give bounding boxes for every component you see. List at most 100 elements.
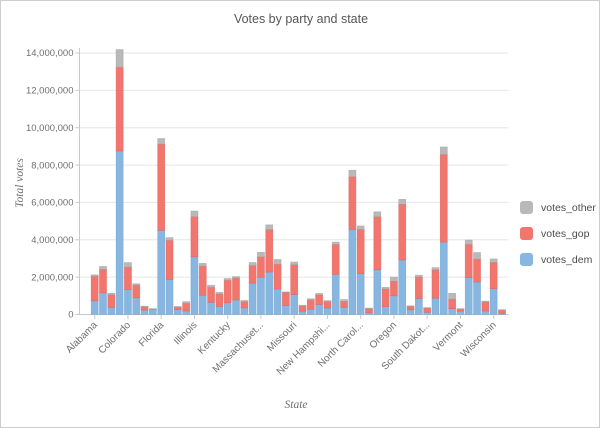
bar-segment-votes_gop[interactable] xyxy=(265,229,274,273)
bar-segment-votes_gop[interactable] xyxy=(140,306,149,311)
bar-segment-votes_gop[interactable] xyxy=(198,265,207,296)
bar-segment-votes_dem[interactable] xyxy=(406,309,415,315)
bar-segment-votes_gop[interactable] xyxy=(90,275,99,302)
bar-segment-votes_gop[interactable] xyxy=(365,308,373,314)
bar-segment-votes_dem[interactable] xyxy=(207,301,215,315)
bar-segment-votes_dem[interactable] xyxy=(415,298,423,315)
bar-segment-votes_gop[interactable] xyxy=(498,309,506,314)
bar-segment-votes_other[interactable] xyxy=(331,241,340,245)
bar-segment-votes_dem[interactable] xyxy=(240,307,249,315)
bar-segment-votes_other[interactable] xyxy=(373,211,382,218)
bar-segment-votes_gop[interactable] xyxy=(473,258,481,283)
bar-segment-votes_dem[interactable] xyxy=(173,309,182,315)
bar-segment-votes_other[interactable] xyxy=(190,210,199,218)
bar-segment-votes_other[interactable] xyxy=(381,287,390,290)
bar-segment-votes_other[interactable] xyxy=(348,169,357,178)
bar-segment-votes_gop[interactable] xyxy=(331,244,340,275)
bar-segment-votes_gop[interactable] xyxy=(390,280,398,297)
bar-segment-votes_gop[interactable] xyxy=(232,277,240,301)
bar-segment-votes_dem[interactable] xyxy=(115,150,124,315)
bar-segment-votes_dem[interactable] xyxy=(157,230,166,315)
bar-segment-votes_other[interactable] xyxy=(439,146,448,155)
bar-segment-votes_other[interactable] xyxy=(173,306,182,308)
bar-segment-votes_gop[interactable] xyxy=(323,301,332,309)
bar-segment-votes_gop[interactable] xyxy=(439,154,448,243)
bar-segment-votes_dem[interactable] xyxy=(232,299,240,315)
bar-segment-votes_dem[interactable] xyxy=(149,308,157,315)
bar-segment-votes_dem[interactable] xyxy=(107,307,116,315)
bar-segment-votes_other[interactable] xyxy=(340,299,348,302)
bar-segment-votes_gop[interactable] xyxy=(115,66,124,152)
bar-segment-votes_gop[interactable] xyxy=(165,240,174,280)
bar-segment-votes_other[interactable] xyxy=(240,300,249,302)
bar-segment-votes_other[interactable] xyxy=(265,224,274,230)
bar-segment-votes_other[interactable] xyxy=(232,276,240,279)
bar-segment-votes_gop[interactable] xyxy=(298,305,307,312)
bar-segment-votes_gop[interactable] xyxy=(306,299,315,310)
bar-segment-votes_other[interactable] xyxy=(306,298,315,301)
bar-segment-votes_dem[interactable] xyxy=(315,304,323,315)
bar-segment-votes_other[interactable] xyxy=(473,252,481,260)
bar-segment-votes_dem[interactable] xyxy=(223,302,232,315)
bar-segment-votes_dem[interactable] xyxy=(448,308,456,315)
bar-segment-votes_other[interactable] xyxy=(207,284,215,288)
bar-segment-votes_other[interactable] xyxy=(290,261,299,266)
bar-segment-votes_gop[interactable] xyxy=(481,301,490,312)
bar-segment-votes_other[interactable] xyxy=(99,266,107,270)
bar-segment-votes_gop[interactable] xyxy=(173,306,182,310)
bar-segment-votes_other[interactable] xyxy=(132,283,141,286)
bar-segment-votes_dem[interactable] xyxy=(481,310,490,315)
bar-segment-votes_gop[interactable] xyxy=(273,263,282,290)
bar-segment-votes_gop[interactable] xyxy=(290,264,299,295)
bar-segment-votes_dem[interactable] xyxy=(215,306,224,315)
bar-segment-votes_other[interactable] xyxy=(356,225,365,230)
bar-segment-votes_dem[interactable] xyxy=(306,308,315,315)
bar-segment-votes_gop[interactable] xyxy=(340,300,348,308)
bar-segment-votes_other[interactable] xyxy=(489,258,498,263)
bar-segment-votes_other[interactable] xyxy=(323,300,332,302)
bar-segment-votes_gop[interactable] xyxy=(257,256,265,278)
bar-segment-votes_gop[interactable] xyxy=(190,216,199,258)
bar-segment-votes_gop[interactable] xyxy=(215,293,224,307)
bar-segment-votes_other[interactable] xyxy=(157,138,166,145)
bar-segment-votes_other[interactable] xyxy=(315,293,323,296)
bar-segment-votes_gop[interactable] xyxy=(348,176,357,230)
bar-segment-votes_dem[interactable] xyxy=(356,273,365,315)
bar-segment-votes_dem[interactable] xyxy=(182,310,190,315)
bar-segment-votes_other[interactable] xyxy=(257,252,265,258)
bar-segment-votes_other[interactable] xyxy=(481,300,490,303)
bar-segment-votes_gop[interactable] xyxy=(489,262,498,290)
bar-segment-votes_dem[interactable] xyxy=(298,310,307,315)
bar-segment-votes_other[interactable] xyxy=(431,267,440,271)
bar-segment-votes_dem[interactable] xyxy=(124,289,132,315)
bar-segment-votes_gop[interactable] xyxy=(464,244,473,278)
bar-segment-votes_dem[interactable] xyxy=(198,294,207,315)
bar-segment-votes_other[interactable] xyxy=(107,293,116,295)
bar-segment-votes_gop[interactable] xyxy=(398,204,407,261)
bar-segment-votes_other[interactable] xyxy=(390,276,398,282)
bar-segment-votes_other[interactable] xyxy=(415,274,423,278)
bar-segment-votes_dem[interactable] xyxy=(373,269,382,315)
bar-segment-votes_gop[interactable] xyxy=(107,294,116,308)
bar-segment-votes_other[interactable] xyxy=(198,263,207,267)
bar-segment-votes_other[interactable] xyxy=(248,262,257,266)
bar-segment-votes_dem[interactable] xyxy=(165,279,174,315)
bar-segment-votes_gop[interactable] xyxy=(248,265,257,284)
bar-segment-votes_gop[interactable] xyxy=(423,307,432,313)
bar-segment-votes_dem[interactable] xyxy=(132,297,141,315)
bar-segment-votes_dem[interactable] xyxy=(489,288,498,315)
bar-segment-votes_dem[interactable] xyxy=(340,306,348,315)
bar-segment-votes_other[interactable] xyxy=(124,262,132,268)
bar-segment-votes_gop[interactable] xyxy=(282,292,290,306)
bar-segment-votes_dem[interactable] xyxy=(381,306,390,315)
bar-segment-votes_dem[interactable] xyxy=(90,300,99,315)
bar-segment-votes_other[interactable] xyxy=(182,301,190,304)
bar-segment-votes_dem[interactable] xyxy=(331,274,340,315)
bar-segment-votes_other[interactable] xyxy=(165,237,174,241)
bar-segment-votes_gop[interactable] xyxy=(431,269,440,299)
bar-segment-votes_gop[interactable] xyxy=(223,279,232,304)
bar-segment-votes_gop[interactable] xyxy=(448,298,456,310)
bar-segment-votes_other[interactable] xyxy=(464,239,473,245)
legend-item-votes-other[interactable]: votes_other xyxy=(520,201,596,214)
bar-segment-votes_dem[interactable] xyxy=(323,307,332,315)
